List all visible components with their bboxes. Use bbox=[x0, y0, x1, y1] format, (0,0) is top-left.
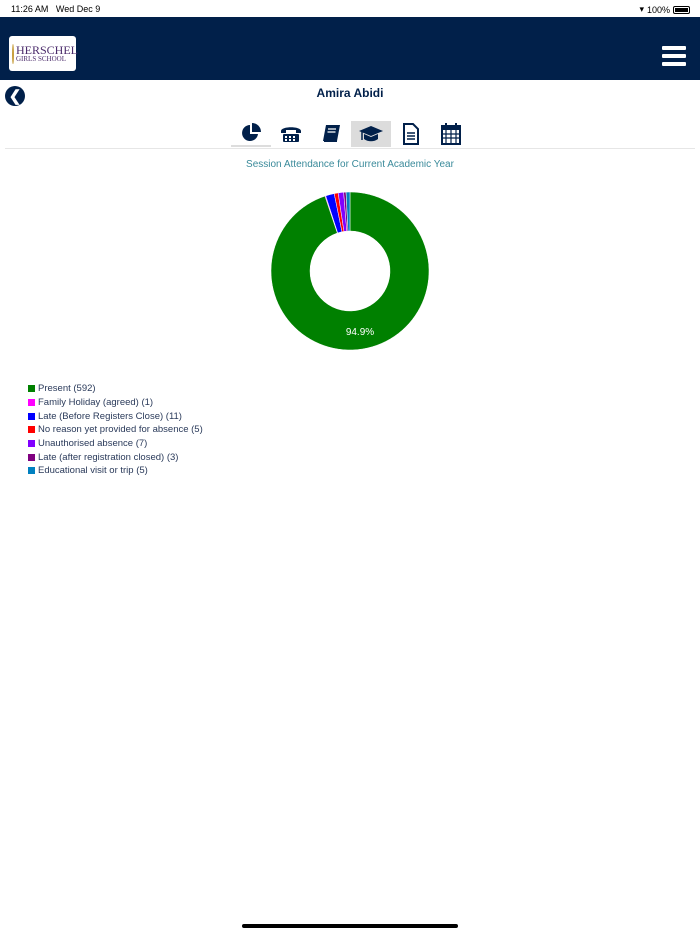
legend-swatch bbox=[28, 385, 35, 393]
legend-label: Late (after registration closed) (3) bbox=[38, 451, 179, 463]
pie-chart-icon bbox=[242, 123, 261, 141]
book-icon bbox=[323, 125, 340, 142]
status-right: ▾ 100% bbox=[639, 4, 690, 15]
legend-item: Family Holiday (agreed) (1) bbox=[28, 396, 203, 410]
logo-subtext: GIRLS SCHOOL bbox=[16, 55, 66, 63]
legend-swatch bbox=[28, 440, 35, 448]
legend-item: Educational visit or trip (5) bbox=[28, 464, 203, 478]
data-label: 94.9% bbox=[346, 327, 374, 338]
tab-bar bbox=[231, 121, 471, 147]
back-button[interactable]: ❮ bbox=[5, 86, 25, 106]
legend-label: Educational visit or trip (5) bbox=[38, 465, 148, 477]
legend-label: No reason yet provided for absence (5) bbox=[38, 424, 203, 436]
student-name: Amira Abidi bbox=[316, 86, 384, 100]
legend-label: Unauthorised absence (7) bbox=[38, 438, 148, 450]
tab-academic[interactable] bbox=[351, 121, 391, 147]
legend-item: Present (592) bbox=[28, 382, 203, 396]
legend-label: Late (Before Registers Close) (11) bbox=[38, 410, 182, 422]
tab-homework[interactable] bbox=[311, 121, 351, 147]
app-header: HERSCHEL GIRLS SCHOOL bbox=[0, 17, 700, 80]
legend-item: No reason yet provided for absence (5) bbox=[28, 423, 203, 437]
tab-reports[interactable] bbox=[391, 121, 431, 147]
wifi-icon: ▾ bbox=[639, 4, 644, 14]
home-indicator bbox=[242, 924, 458, 928]
legend-item: Late (Before Registers Close) (11) bbox=[28, 409, 203, 423]
legend-label: Family Holiday (agreed) (1) bbox=[38, 397, 154, 409]
graduation-cap-icon bbox=[359, 126, 383, 142]
attendance-donut-chart: 94.9% bbox=[270, 191, 430, 351]
legend-item: Unauthorised absence (7) bbox=[28, 437, 203, 451]
chart-title: Session Attendance for Current Academic … bbox=[246, 159, 454, 170]
battery-percent: 100% bbox=[646, 4, 670, 15]
pie-slice-6 bbox=[345, 191, 351, 232]
telephone-icon bbox=[281, 127, 301, 142]
tab-divider bbox=[5, 148, 695, 149]
status-time: 11:26 AM Wed Dec 9 bbox=[11, 4, 101, 14]
hamburger-menu-icon[interactable] bbox=[662, 46, 686, 66]
chevron-left-icon: ❮ bbox=[8, 88, 22, 105]
tab-attendance[interactable] bbox=[231, 121, 271, 147]
school-logo[interactable]: HERSCHEL GIRLS SCHOOL bbox=[9, 36, 79, 71]
legend-swatch bbox=[28, 467, 35, 475]
status-bar: 11:26 AM Wed Dec 9 ▾ 100% bbox=[0, 0, 700, 17]
legend-swatch bbox=[28, 399, 35, 407]
battery-icon bbox=[673, 5, 690, 14]
crest-icon bbox=[12, 43, 14, 64]
legend-item: Late (after registration closed) (3) bbox=[28, 450, 203, 464]
document-icon bbox=[403, 123, 419, 145]
legend-label: Present (592) bbox=[38, 383, 96, 395]
tab-calendar[interactable] bbox=[431, 121, 471, 147]
legend-swatch bbox=[28, 426, 35, 434]
pie-slice-0 bbox=[270, 191, 430, 351]
calendar-icon bbox=[441, 123, 461, 145]
legend-swatch bbox=[28, 453, 35, 461]
legend-swatch bbox=[28, 412, 35, 420]
tab-contacts[interactable] bbox=[271, 121, 311, 147]
logo-text: HERSCHEL bbox=[16, 43, 79, 57]
chart-legend: Present (592) Family Holiday (agreed) (1)… bbox=[28, 382, 203, 478]
